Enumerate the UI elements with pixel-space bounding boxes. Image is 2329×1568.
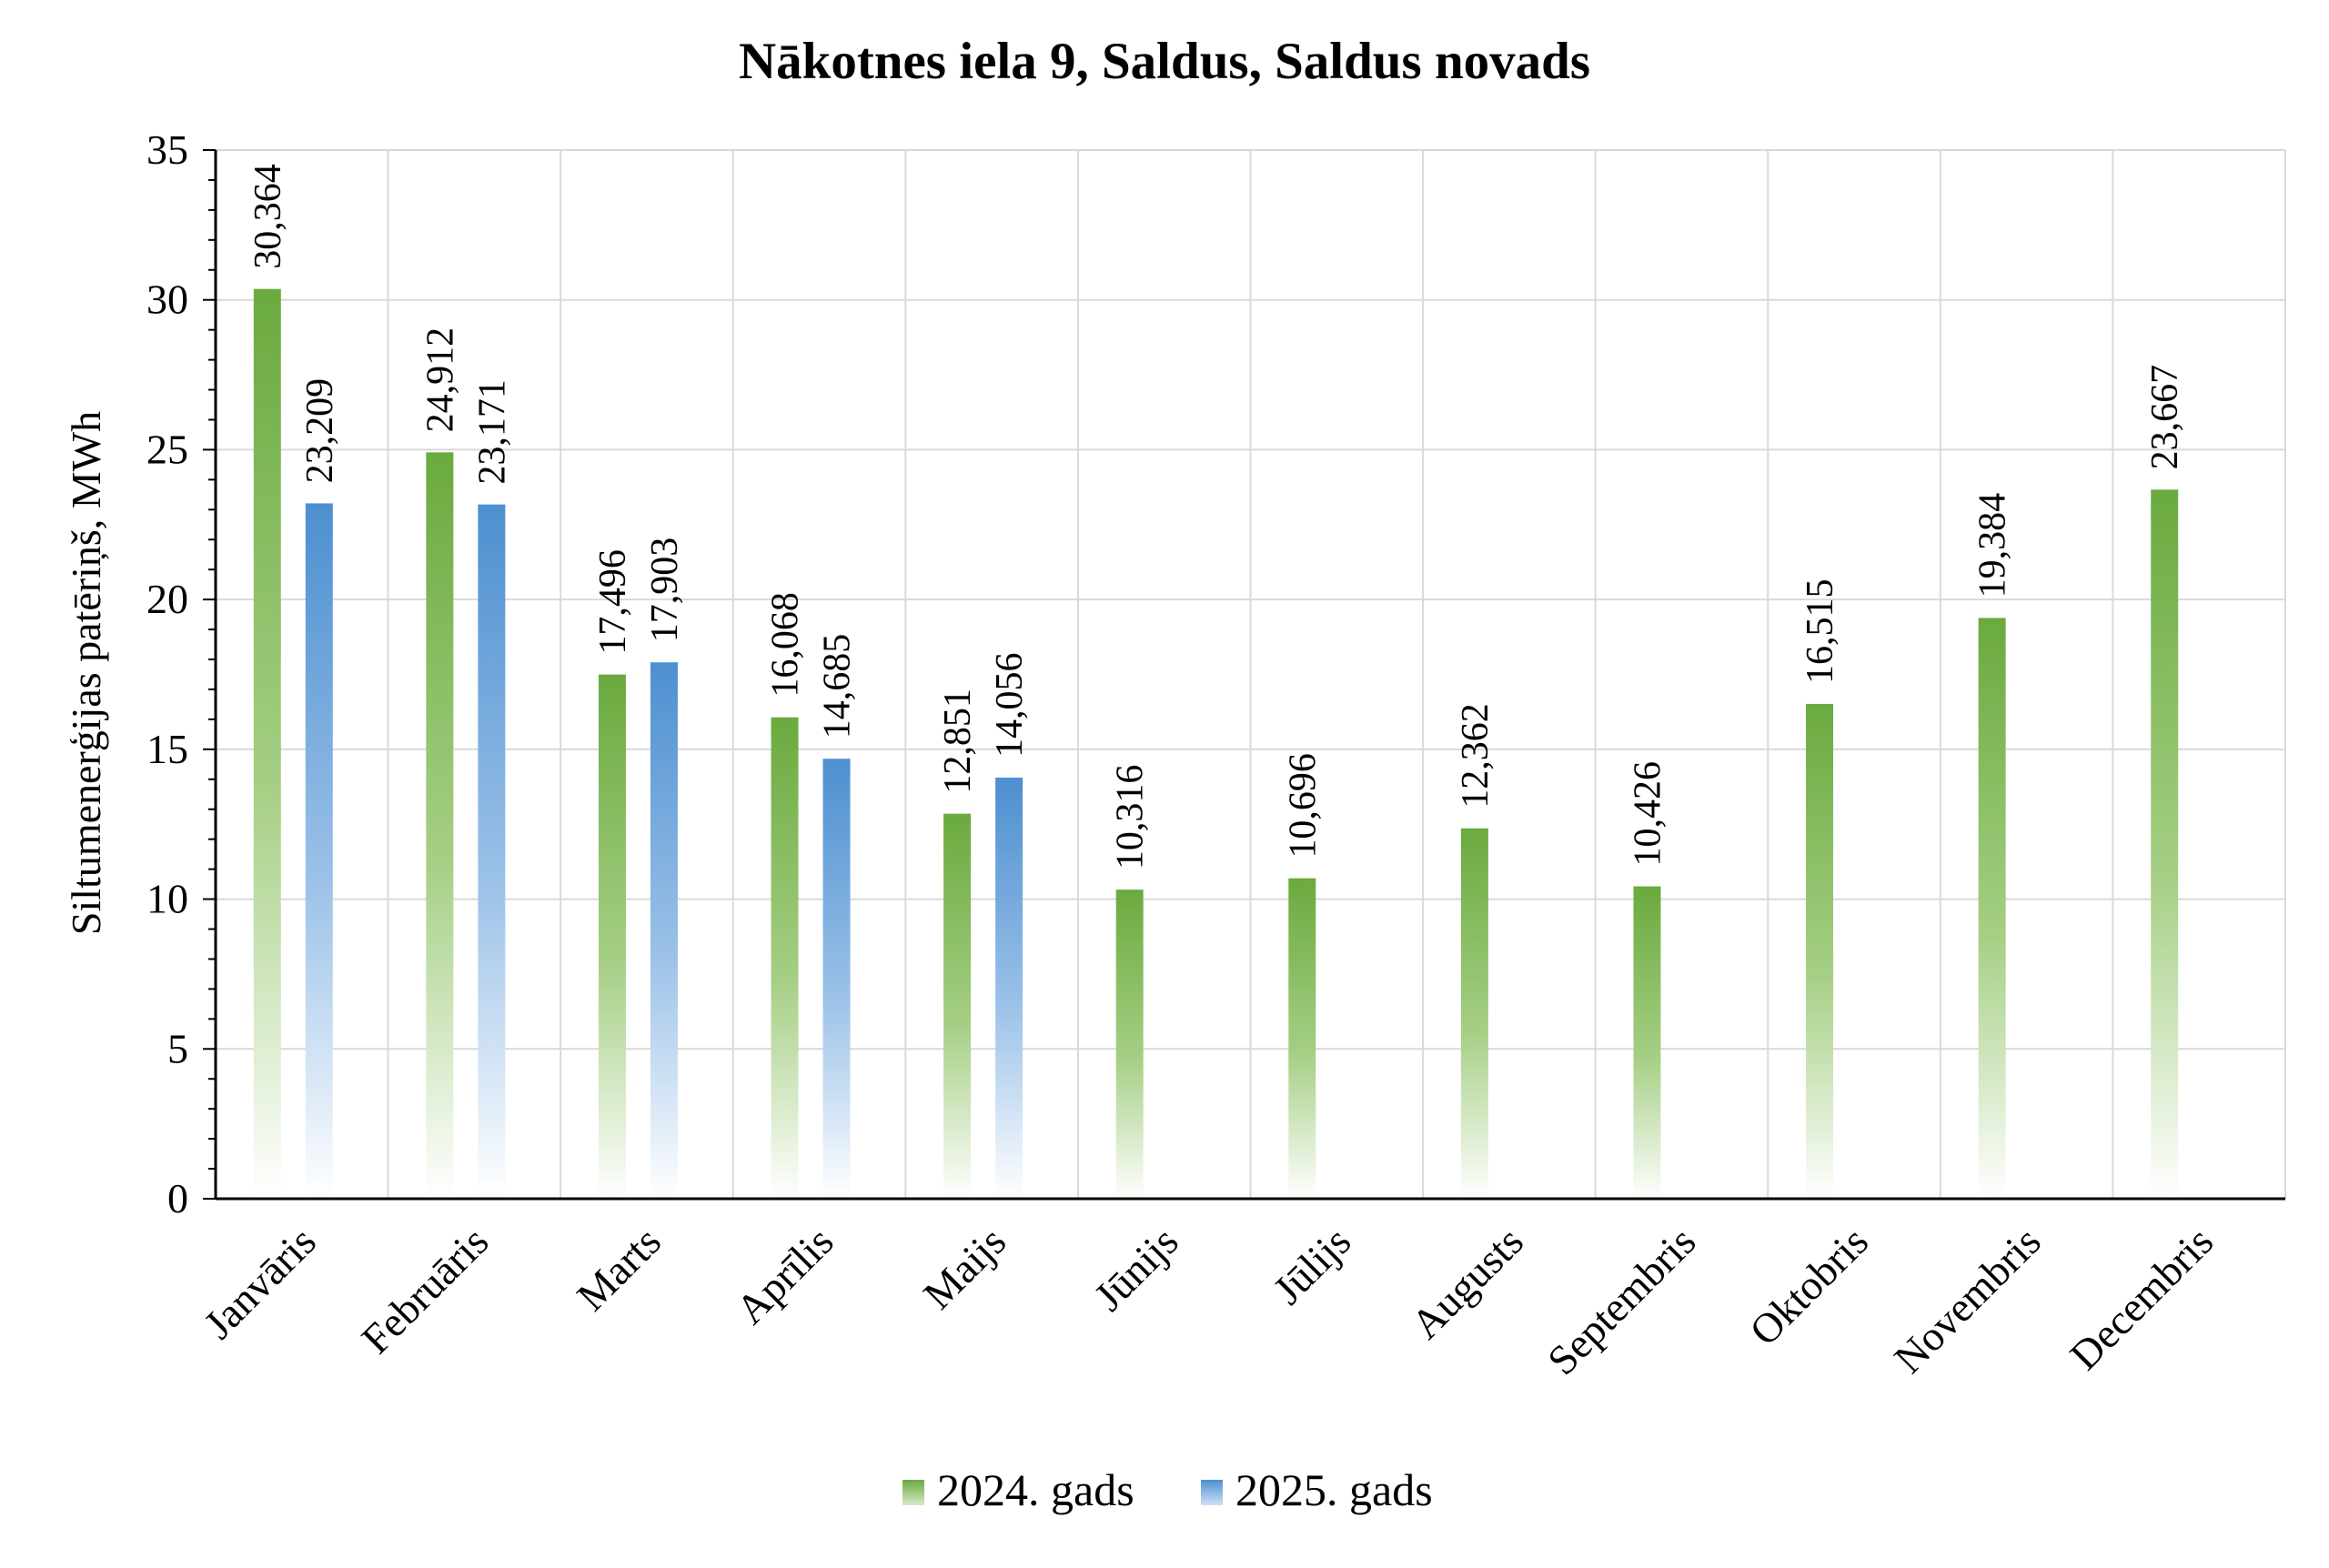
x-tick-labels: Janvāris Februāris Marts Aprīlis Maijs Jūnijs… [195,1218,2222,1383]
y-tick-label: 0 [167,1175,188,1221]
data-label: 10,426 [1627,761,1669,867]
data-label: 23,209 [299,378,341,484]
data-label: 14,685 [817,634,859,739]
gridlines [216,149,2286,1199]
x-tick-label: Decembris [2061,1218,2222,1379]
bar-2025 [650,662,678,1199]
data-label: 12,362 [1455,703,1497,809]
y-tick-labels: 0 5 10 15 20 25 30 35 [146,126,188,1221]
x-tick-label: Novembris [1885,1218,2050,1382]
data-label: 17,903 [644,538,686,643]
x-tick-label: Maijs [914,1218,1014,1318]
bar-2024 [943,813,972,1199]
legend-label-2024: 2024. gads [937,1464,1134,1515]
data-label: 16,515 [1800,578,1841,684]
bar-2024 [1460,828,1488,1199]
y-tick-label: 5 [167,1025,188,1071]
bar-2024 [1288,878,1316,1199]
bar-2024 [771,717,799,1199]
y-tick-label: 15 [146,726,188,772]
y-tick-label: 10 [146,876,188,922]
bar-2024 [1978,618,2006,1199]
x-tick-label: Februāris [353,1218,498,1362]
x-tick-label: Augusts [1402,1218,1532,1348]
data-label: 19,384 [1972,493,2014,598]
data-label: 17,496 [592,549,634,655]
axes [203,149,2285,1201]
legend-label-2025: 2025. gads [1235,1464,1433,1515]
x-tick-label: Jūlijs [1265,1218,1360,1313]
bar-2024 [598,674,626,1199]
data-labels: 30,364 24,912 17,496 16,068 12,851 10,316 10,6… [247,164,2186,869]
data-label: 23,667 [2144,365,2186,470]
data-label: 23,171 [471,379,513,485]
y-axis-label: Siltumenerģijas patēriņš, MWh [63,411,109,935]
x-tick-label: Janvāris [195,1218,325,1348]
bar-2025 [995,777,1023,1199]
bar-2024 [1806,703,1834,1199]
x-tick-label: Jūnijs [1085,1218,1187,1320]
y-tick-label: 20 [146,576,188,622]
bar-2024 [426,452,454,1200]
bar-2024 [2151,489,2179,1199]
chart-title: Nākotnes iela 9, Saldus, Saldus novads [739,33,1590,90]
x-tick-label: Aprīlis [727,1218,842,1332]
bar-2025 [822,759,851,1199]
bar-2024 [253,288,281,1199]
data-label: 14,056 [989,652,1031,758]
x-tick-label: Marts [568,1218,670,1320]
y-tick-label: 35 [146,126,188,173]
data-label: 16,068 [765,592,807,698]
data-label: 24,912 [419,327,461,433]
bar-2025 [305,503,333,1199]
data-label: 12,851 [937,689,979,794]
bars [253,288,2179,1200]
legend-swatch-2025 [1201,1480,1223,1505]
y-tick-label: 25 [146,426,188,472]
data-label: 10,316 [1110,765,1152,870]
bar-2024 [1115,890,1144,1199]
bar-2024 [1633,886,1661,1199]
y-tick-label: 30 [146,276,188,323]
data-label: 10,696 [1282,753,1324,859]
x-tick-label: Oktobris [1740,1218,1877,1354]
legend: 2024. gads 2025. gads [902,1464,1433,1515]
legend-swatch-2024 [902,1480,924,1505]
x-tick-label: Septembris [1538,1218,1704,1383]
data-label: 30,364 [247,164,289,269]
bar-2025 [478,504,506,1199]
